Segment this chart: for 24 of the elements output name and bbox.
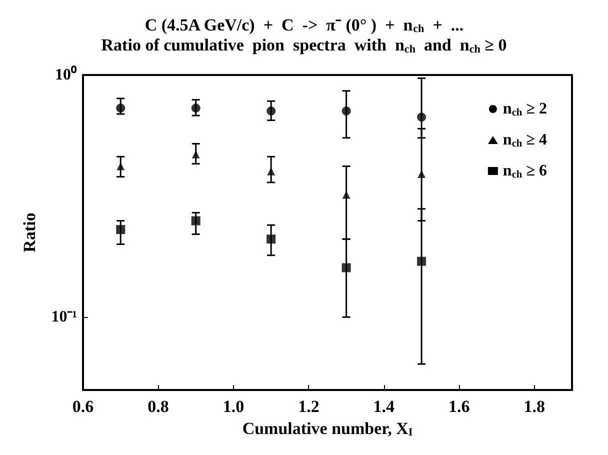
y-tick-label: 10⁰ bbox=[55, 66, 77, 84]
point bbox=[116, 104, 126, 113]
point bbox=[418, 170, 426, 178]
y-tick-label: 10⁻¹ bbox=[51, 308, 78, 326]
point bbox=[342, 190, 350, 199]
point bbox=[342, 106, 351, 116]
x-tick-label: 0.6 bbox=[72, 397, 94, 416]
point bbox=[116, 162, 125, 170]
x-tick-label: 1.8 bbox=[524, 397, 546, 416]
point bbox=[342, 263, 351, 272]
point bbox=[116, 225, 126, 234]
x-tick-label: 1.6 bbox=[448, 397, 470, 416]
point bbox=[191, 104, 200, 113]
x-tick-label: 0.8 bbox=[148, 397, 169, 416]
y-axis-title: Ratio bbox=[20, 212, 39, 252]
x-tick-label: 1.4 bbox=[373, 397, 396, 416]
x-tick-label: 1.2 bbox=[298, 397, 320, 416]
point bbox=[417, 112, 426, 122]
point bbox=[192, 150, 200, 158]
point bbox=[417, 256, 426, 266]
x-tick-label: 1.0 bbox=[222, 397, 244, 416]
point bbox=[266, 234, 276, 244]
point bbox=[191, 216, 200, 226]
point bbox=[266, 106, 276, 116]
